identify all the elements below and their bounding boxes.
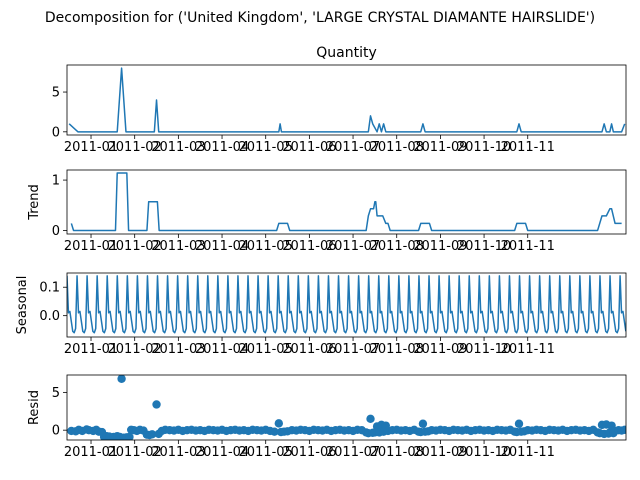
observed-xtick-label: 2011-05 [239, 140, 293, 155]
seasonal-xtick-label: 2011-01 [64, 342, 118, 357]
resid-ylabel: Resid [27, 390, 42, 425]
trend-xtick-label: 2011-06 [282, 239, 336, 254]
observed-frame [66, 64, 627, 136]
trend-series [70, 172, 622, 232]
observed-ytick-label: 5 [52, 86, 60, 101]
resid-frame [66, 374, 627, 441]
trend-frame [66, 169, 627, 235]
panel-observed: 052011-012011-022011-032011-042011-05201… [52, 45, 627, 155]
observed-xtick-label: 2011-02 [108, 140, 162, 155]
seasonal-xtick-label: 2011-10 [457, 342, 511, 357]
seasonal-ytick-label: 0.0 [39, 309, 60, 324]
panel-resid: 052011-012011-022011-032011-042011-05201… [27, 374, 627, 460]
seasonal-xtick-label: 2011-08 [370, 342, 424, 357]
seasonal-xtick-label: 2011-02 [108, 342, 162, 357]
resid-xtick-label: 2011-02 [108, 445, 162, 460]
observed-xtick-label: 2011-09 [413, 140, 467, 155]
observed-xtick-label: 2011-10 [457, 140, 511, 155]
resid-xtick-label: 2011-09 [413, 445, 467, 460]
resid-point [620, 425, 626, 434]
resid-xtick-label: 2011-10 [457, 445, 511, 460]
resid-point [147, 430, 157, 439]
trend-xtick-label: 2011-02 [108, 239, 162, 254]
resid-point [117, 375, 126, 383]
observed-title: Quantity [316, 45, 377, 61]
trend-xtick-label: 2011-11 [501, 239, 555, 254]
resid-point [152, 400, 161, 409]
resid-xtick-label: 2011-07 [326, 445, 380, 460]
seasonal-ylabel: Seasonal [15, 276, 30, 335]
resid-point [274, 419, 284, 428]
seasonal-xtick-label: 2011-06 [282, 342, 336, 357]
resid-xtick-label: 2011-05 [239, 445, 293, 460]
resid-point [366, 414, 375, 424]
resid-point [418, 419, 428, 428]
trend-xtick-label: 2011-07 [326, 239, 380, 254]
seasonal-line [67, 275, 626, 334]
observed-xtick-label: 2011-03 [151, 140, 205, 155]
seasonal-series [67, 275, 626, 334]
trend-xtick-label: 2011-04 [195, 239, 249, 254]
observed-xtick-label: 2011-07 [326, 140, 380, 155]
trend-ytick-label: 1 [52, 174, 60, 189]
resid-xtick-label: 2011-01 [64, 445, 118, 460]
trend-xtick-label: 2011-09 [413, 239, 467, 254]
resid-series [67, 375, 626, 440]
seasonal-xtick-label: 2011-11 [501, 342, 555, 357]
seasonal-xtick-label: 2011-05 [239, 342, 293, 357]
seasonal-frame [66, 272, 627, 338]
trend-xtick-label: 2011-03 [151, 239, 205, 254]
seasonal-xtick-label: 2011-04 [195, 342, 249, 357]
seasonal-xtick-label: 2011-07 [326, 342, 380, 357]
observed-xtick-label: 2011-01 [64, 140, 118, 155]
resid-xtick-label: 2011-08 [370, 445, 424, 460]
resid-ytick-label: 5 [52, 386, 60, 401]
resid-xtick-label: 2011-11 [501, 445, 555, 460]
panel-trend: 012011-012011-022011-032011-042011-05201… [27, 169, 627, 254]
panel-seasonal: 0.00.12011-012011-022011-032011-042011-0… [15, 272, 627, 357]
trend-xtick-label: 2011-01 [64, 239, 118, 254]
chart-suptitle: Decomposition for ('United Kingdom', 'LA… [45, 10, 595, 26]
seasonal-xtick-label: 2011-03 [151, 342, 205, 357]
observed-xtick-label: 2011-04 [195, 140, 249, 155]
resid-point [125, 432, 134, 440]
observed-xtick-label: 2011-06 [282, 140, 336, 155]
resid-point [270, 427, 279, 436]
observed-line [68, 67, 626, 133]
resid-xtick-label: 2011-03 [151, 445, 205, 460]
observed-xtick-label: 2011-08 [370, 140, 424, 155]
seasonal-xtick-label: 2011-09 [413, 342, 467, 357]
resid-ytick-label: 0 [52, 424, 60, 439]
resid-xtick-label: 2011-06 [282, 445, 336, 460]
trend-xtick-label: 2011-08 [370, 239, 424, 254]
trend-xtick-label: 2011-05 [239, 239, 293, 254]
resid-xtick-label: 2011-04 [195, 445, 249, 460]
seasonal-ytick-label: 0.1 [39, 281, 60, 296]
observed-ytick-label: 0 [52, 125, 60, 140]
trend-line [70, 172, 622, 232]
trend-xtick-label: 2011-10 [457, 239, 511, 254]
resid-point [514, 419, 524, 428]
observed-series [68, 67, 626, 133]
observed-xtick-label: 2011-11 [501, 140, 555, 155]
trend-ytick-label: 0 [52, 224, 60, 239]
trend-ylabel: Trend [27, 184, 42, 221]
